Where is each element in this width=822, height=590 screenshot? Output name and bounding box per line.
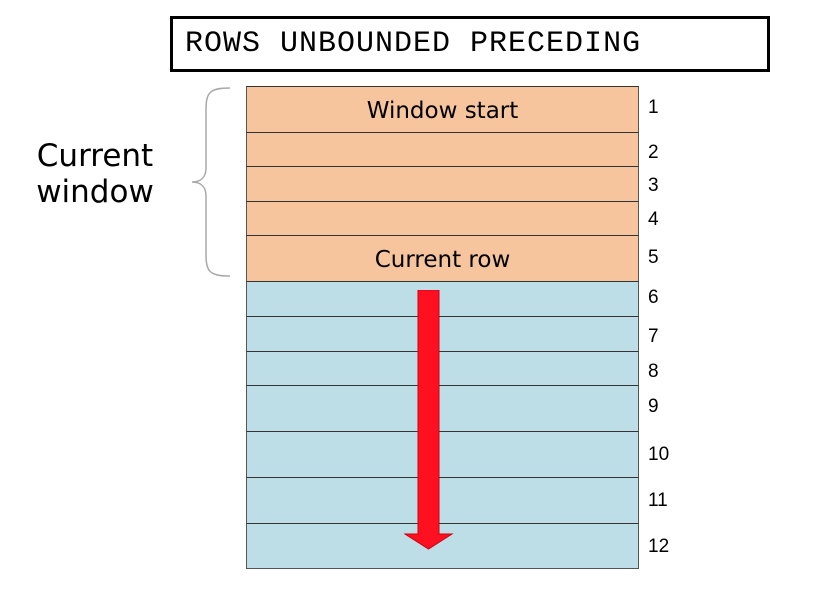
- current-window-label: Current window: [36, 138, 154, 210]
- row-3: [246, 166, 639, 201]
- row-5: Current row: [246, 235, 639, 281]
- title-box: ROWS UNBOUNDED PRECEDING: [170, 16, 770, 72]
- row-2: [246, 132, 639, 166]
- window-brace: [191, 87, 231, 277]
- row-number-7: 7: [648, 326, 659, 347]
- row-1: Window start: [246, 86, 639, 132]
- current-row-label: Current row: [374, 246, 511, 273]
- row-4: [246, 201, 639, 235]
- rows-table: Window start Current row: [246, 86, 639, 569]
- row-number-6: 6: [648, 287, 659, 308]
- row-number-3: 3: [648, 175, 659, 196]
- row-number-8: 8: [648, 361, 659, 382]
- row-number-10: 10: [648, 444, 670, 465]
- row-6: [246, 281, 639, 316]
- row-10: [246, 431, 639, 477]
- row-number-9: 9: [648, 396, 659, 417]
- row-number-2: 2: [648, 142, 659, 163]
- row-number-1: 1: [648, 97, 659, 118]
- row-8: [246, 351, 639, 385]
- row-9: [246, 385, 639, 431]
- window-start-label: Window start: [366, 97, 519, 124]
- row-number-11: 11: [648, 490, 668, 511]
- row-number-12: 12: [648, 536, 670, 557]
- row-number-5: 5: [648, 247, 659, 268]
- row-11: [246, 477, 639, 523]
- title-text: ROWS UNBOUNDED PRECEDING: [185, 27, 642, 61]
- row-number-4: 4: [648, 209, 659, 230]
- row-12: [246, 523, 639, 569]
- down-arrow-icon: [404, 290, 454, 550]
- row-7: [246, 316, 639, 351]
